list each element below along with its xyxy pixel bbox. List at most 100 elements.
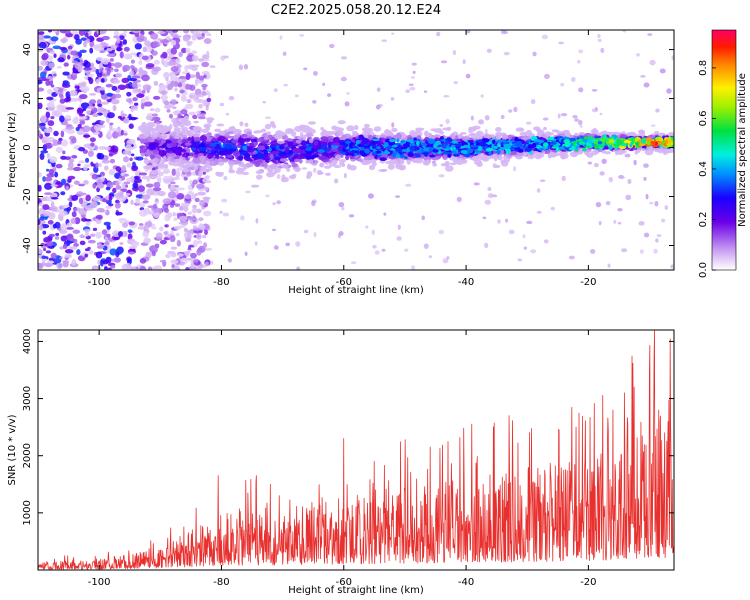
heatmap-cell [578, 119, 583, 126]
heatmap-cell [115, 132, 123, 137]
heatmap-cell [129, 117, 139, 120]
heatmap-cell [202, 177, 210, 184]
heatmap-cell [333, 178, 339, 184]
heatmap-cell [390, 97, 395, 101]
heatmap-cell [78, 234, 85, 238]
heatmap-cell [47, 55, 53, 61]
heatmap-cell [84, 253, 88, 258]
heatmap-cell [407, 152, 414, 158]
heatmap-cell [199, 155, 206, 162]
heatmap-cell [55, 146, 63, 153]
heatmap-cell [108, 153, 114, 157]
heatmap-cell [183, 228, 188, 232]
heatmap-cell [308, 138, 314, 144]
heatmap-cell [48, 62, 55, 69]
heatmap-cell [83, 180, 89, 185]
heatmap-cell [263, 136, 270, 141]
heatmap-cell [177, 187, 185, 191]
heatmap-cell [43, 210, 52, 217]
heatmap-cell [131, 30, 141, 34]
heatmap-cell [45, 111, 51, 119]
heatmap-cell [52, 30, 58, 33]
heatmap-cell [145, 115, 153, 121]
heatmap-cell [373, 126, 382, 132]
heatmap-cell [102, 68, 107, 74]
heatmap-cell [358, 158, 363, 163]
heatmap-cell [532, 51, 537, 57]
heatmap-cell [238, 154, 244, 161]
heatmap-cell [344, 140, 351, 144]
heatmap-cell [243, 64, 249, 70]
heatmap-cell [97, 106, 105, 114]
heatmap-cell [123, 46, 130, 52]
heatmap-cell [92, 195, 101, 202]
heatmap-cell [113, 79, 121, 84]
heatmap-cell [62, 243, 68, 250]
heatmap-cell [383, 212, 387, 216]
heatmap-cell [156, 175, 162, 183]
heatmap-cell [239, 121, 244, 127]
heatmap-cell [237, 167, 242, 171]
heatmap-cell [96, 207, 105, 213]
heatmap-cell [170, 47, 178, 55]
heatmap-cell [58, 205, 64, 210]
colorbar-label: Normalized spectral amplitude [737, 73, 748, 227]
heatmap-cell [543, 126, 547, 131]
heatmap-cell [363, 156, 372, 161]
heatmap-cell [539, 179, 546, 182]
heatmap-cell [113, 257, 122, 263]
heatmap-cell [60, 139, 69, 147]
heatmap-cell [287, 141, 294, 146]
heatmap-cell [185, 237, 192, 243]
heatmap-cell [643, 232, 650, 238]
heatmap-cell [515, 127, 525, 132]
heatmap-cell [106, 112, 115, 119]
heatmap-cell [564, 142, 570, 148]
heatmap-cell [292, 147, 301, 154]
heatmap-cell [203, 247, 213, 251]
heatmap-cell [89, 137, 96, 142]
heatmap-cell [210, 260, 214, 265]
heatmap-cell [643, 82, 650, 88]
heatmap-cell [60, 191, 66, 196]
heatmap-cell [76, 249, 81, 255]
heatmap-cell [460, 149, 468, 154]
heatmap-cell [333, 164, 342, 169]
heatmap-cell [590, 129, 599, 134]
heatmap-cell [331, 142, 341, 146]
heatmap-cell [138, 209, 148, 217]
heatmap-cell [380, 137, 387, 143]
heatmap-cell [294, 94, 299, 98]
heatmap-cell [597, 38, 602, 42]
heatmap-cell [300, 149, 306, 155]
heatmap-cell [196, 110, 202, 114]
heatmap-cell [173, 121, 179, 128]
heatmap-cell [40, 115, 47, 123]
heatmap-cell [183, 30, 189, 34]
heatmap-cell [182, 168, 191, 173]
heatmap-cell [501, 134, 509, 140]
heatmap-cell [344, 101, 350, 107]
heatmap-cell [138, 223, 144, 226]
heatmap-cell [173, 35, 182, 38]
heatmap-cell [423, 243, 429, 249]
spectrogram-y-label: Frequency (Hz) [7, 112, 18, 188]
heatmap-cell [536, 210, 542, 214]
heatmap-cell [171, 118, 177, 124]
heatmap-cell [463, 144, 469, 148]
heatmap-cell [49, 156, 58, 163]
heatmap-cell [195, 232, 202, 241]
heatmap-cell [604, 151, 612, 155]
heatmap-cell [44, 127, 53, 134]
heatmap-cell [358, 134, 364, 140]
heatmap-cell [91, 173, 99, 180]
heatmap-cell [475, 142, 481, 146]
heatmap-cell [280, 176, 289, 183]
heatmap-cell [162, 164, 169, 169]
heatmap-cell [142, 230, 149, 238]
heatmap-cell [452, 153, 460, 157]
heatmap-cell [195, 71, 201, 79]
heatmap-cell [416, 135, 422, 140]
heatmap-cell [279, 155, 289, 159]
heatmap-cell [130, 153, 135, 157]
